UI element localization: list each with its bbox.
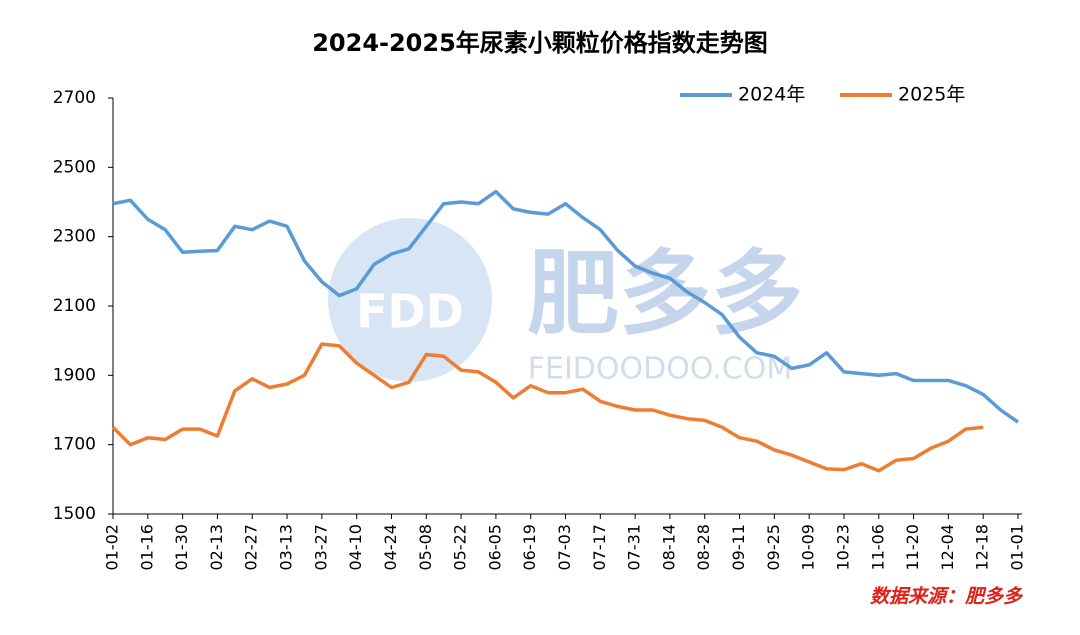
x-tick-label: 01-16	[137, 524, 156, 571]
x-tick-label: 12-04	[938, 524, 957, 571]
x-tick-label: 09-25	[764, 524, 783, 571]
source-note: 数据来源：肥多多	[870, 586, 1024, 608]
x-tick-label: 07-03	[555, 524, 574, 571]
x-tick-label: 05-08	[416, 524, 435, 571]
y-tick-label: 2500	[53, 157, 96, 177]
y-tick-label: 1700	[53, 435, 96, 455]
x-tick-label: 02-27	[242, 524, 261, 571]
x-tick-label: 08-14	[659, 524, 678, 571]
x-tick-label: 04-10	[346, 524, 365, 571]
x-tick-label: 04-24	[381, 524, 400, 571]
x-tick-label: 03-27	[311, 524, 330, 571]
x-tick-label: 10-23	[833, 524, 852, 571]
series-line	[112, 189, 1019, 424]
legend-label: 2024年	[738, 84, 805, 106]
watermark-name: 肥多多	[527, 240, 803, 347]
y-tick-label: 2700	[53, 88, 96, 108]
x-tick-label: 01-02	[103, 524, 122, 571]
y-tick-label: 1900	[53, 365, 96, 385]
x-tick-label: 11-20	[903, 524, 922, 571]
y-tick-label: 1500	[53, 504, 96, 524]
x-tick-label: 07-17	[590, 524, 609, 571]
series-line	[111, 342, 984, 473]
x-tick-label: 05-22	[451, 524, 470, 571]
x-tick-label: 12-18	[973, 524, 992, 571]
x-tick-label: 01-30	[172, 524, 191, 571]
x-tick-label: 01-01	[1008, 524, 1027, 571]
x-tick-label: 10-09	[799, 524, 818, 571]
legend-label: 2025年	[898, 84, 965, 106]
y-tick-label: 2100	[53, 296, 96, 316]
x-tick-label: 11-06	[868, 524, 887, 571]
watermark-logo: FDD	[356, 285, 464, 339]
x-tick-label: 06-19	[520, 524, 539, 571]
x-tick-label: 08-28	[694, 524, 713, 571]
x-tick-label: 03-13	[277, 524, 296, 571]
chart-title: 2024-2025年尿素小颗粒价格指数走势图	[312, 29, 768, 57]
x-tick-label: 07-31	[625, 524, 644, 571]
y-tick-label: 2300	[53, 227, 96, 247]
x-tick-label: 06-05	[485, 524, 504, 571]
x-tick-label: 09-11	[729, 524, 748, 571]
watermark: FDD 肥多多 FEIDOODOO.COM	[328, 218, 803, 387]
watermark-logo-circle	[328, 218, 492, 382]
x-tick-label: 02-13	[207, 524, 226, 571]
watermark-url: FEIDOODOO.COM	[528, 352, 792, 387]
